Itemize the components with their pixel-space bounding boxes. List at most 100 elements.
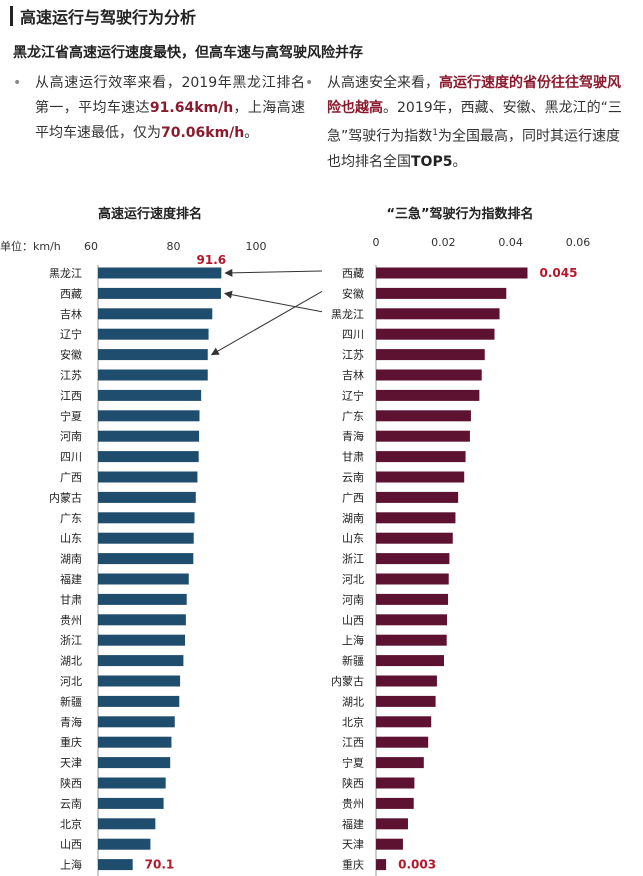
- category-label: 河南: [60, 430, 82, 443]
- category-label: 黑龙江: [331, 308, 364, 321]
- bar: [376, 777, 415, 789]
- category-label: 广东: [60, 512, 82, 525]
- bar: [376, 512, 456, 524]
- x-tick-label: 0: [373, 236, 380, 249]
- bar: [376, 532, 453, 544]
- bar: [98, 267, 222, 279]
- footnote-mark: 1: [432, 128, 438, 138]
- highlight-speed-min: 70.06km/h: [161, 125, 245, 141]
- category-label: 黑龙江: [49, 267, 82, 280]
- category-label: 安徽: [60, 348, 82, 362]
- right-paragraph: • 从高速安全来看，高运行速度的省份往往驾驶风险也越高。2019年，西藏、安徽、…: [305, 71, 623, 175]
- bar: [376, 614, 448, 626]
- bar: [376, 287, 507, 299]
- chart-title: “三急”驾驶行为指数排名: [386, 206, 533, 222]
- category-label: 青海: [342, 429, 364, 443]
- highlight-risk: 高运行速度的省份往往驾驶风险也越高: [327, 75, 621, 116]
- category-label: 江西: [60, 389, 82, 402]
- category-label: 湖南: [342, 512, 364, 525]
- category-label: 重庆: [60, 735, 82, 749]
- bar: [98, 532, 194, 544]
- bar: [376, 389, 480, 401]
- category-label: 浙江: [60, 634, 82, 647]
- category-label: 浙江: [342, 553, 364, 566]
- bullet-icon: •: [13, 75, 22, 91]
- category-label: 河南: [342, 593, 364, 606]
- category-label: 宁夏: [60, 409, 82, 423]
- category-label: 北京: [60, 817, 82, 831]
- category-label: 辽宁: [342, 388, 364, 402]
- unit-label: 单位：km/h: [0, 239, 61, 253]
- category-label: 湖北: [60, 655, 82, 668]
- left-paragraph: • 从高速运行效率来看，2019年黑龙江排名第一，平均车速达91.64km/h，…: [13, 71, 305, 146]
- bar: [376, 716, 432, 728]
- bar: [98, 430, 200, 442]
- category-label: 上海: [342, 633, 364, 647]
- header-accent-bar: [10, 6, 13, 26]
- category-label: 安徽: [342, 286, 364, 300]
- bar: [376, 593, 449, 605]
- category-label: 山东: [342, 532, 364, 545]
- page-title: 高速运行与驾驶行为分析: [20, 8, 197, 27]
- highlight-top5: TOP5: [411, 153, 453, 170]
- bar: [98, 328, 209, 340]
- category-label: 甘肃: [342, 451, 364, 464]
- bar: [98, 573, 189, 585]
- bar: [98, 838, 151, 850]
- bar: [376, 491, 459, 503]
- bar: [376, 675, 437, 687]
- bar: [376, 818, 408, 830]
- bar: [376, 859, 387, 871]
- category-label: 上海: [60, 858, 82, 872]
- bar: [98, 451, 199, 463]
- bar: [98, 553, 194, 565]
- category-label: 青海: [60, 715, 82, 729]
- bar: [98, 757, 171, 769]
- category-label: 甘肃: [60, 593, 82, 606]
- category-label: 吉林: [60, 307, 82, 321]
- category-label: 宁夏: [342, 756, 364, 770]
- category-label: 辽宁: [60, 327, 82, 341]
- comparison-arrows: [210, 268, 323, 356]
- bar: [98, 655, 184, 667]
- bar: [376, 797, 414, 809]
- bar: [376, 451, 466, 463]
- category-label: 河北: [60, 675, 82, 688]
- category-label: 贵州: [342, 797, 364, 810]
- category-label: 福建: [342, 817, 364, 831]
- bullet-icon: •: [305, 75, 314, 91]
- category-label: 云南: [60, 797, 82, 810]
- chart-title: 高速运行速度排名: [98, 206, 202, 222]
- bar: [376, 410, 471, 422]
- arrow-line: [224, 268, 323, 277]
- x-tick-label: 60: [84, 240, 98, 253]
- bar: [376, 736, 429, 748]
- category-label: 广西: [342, 491, 364, 504]
- bar: [376, 757, 424, 769]
- bar: [98, 593, 187, 605]
- category-label: 天津: [60, 757, 82, 770]
- bar: [98, 308, 213, 320]
- bar: [98, 491, 196, 503]
- bar: [98, 410, 200, 422]
- bar: [98, 634, 186, 646]
- bar: [376, 369, 482, 381]
- x-tick-label: 0.04: [498, 236, 523, 249]
- category-label: 广西: [60, 471, 82, 484]
- bar: [376, 430, 470, 442]
- category-label: 江苏: [342, 349, 364, 362]
- category-label: 江西: [342, 736, 364, 749]
- bar: [98, 614, 186, 626]
- bar: [376, 308, 500, 320]
- category-label: 江苏: [60, 369, 82, 382]
- bar: [98, 777, 166, 789]
- category-label: 内蒙古: [331, 674, 364, 688]
- category-label: 陕西: [342, 776, 364, 790]
- category-label: 山东: [60, 532, 82, 545]
- bar: [98, 695, 180, 707]
- category-label: 湖南: [60, 553, 82, 566]
- bar: [376, 553, 450, 565]
- bar: [376, 573, 449, 585]
- x-tick-label: 100: [246, 240, 267, 253]
